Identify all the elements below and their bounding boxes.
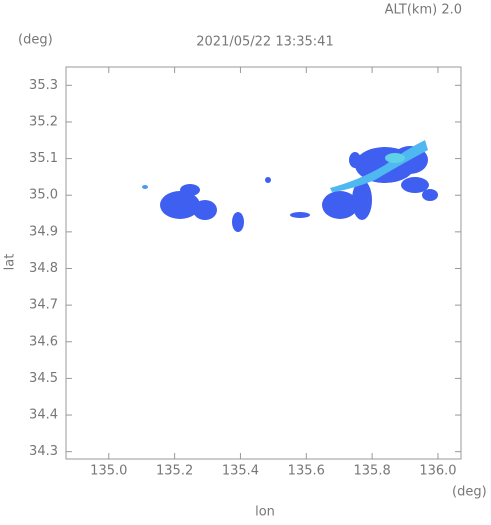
- y-axis-label: lat: [3, 254, 18, 271]
- x-tick-label: 136.0: [419, 464, 456, 479]
- plot-frame: [65, 66, 462, 460]
- x-tick-label: 135.0: [90, 464, 127, 479]
- x-axis-label: lon: [255, 505, 275, 520]
- radar-echoes: [142, 140, 438, 232]
- y-tick-label: 34.7: [29, 298, 58, 313]
- x-tick-label: 135.8: [354, 464, 391, 479]
- y-unit: (deg): [18, 33, 53, 48]
- y-tick-label: 34.8: [29, 261, 58, 276]
- y-tick-label: 34.6: [29, 334, 58, 349]
- y-tick-label: 34.9: [29, 224, 58, 239]
- x-tick-label: 135.4: [222, 464, 259, 479]
- y-tick-label: 35.2: [29, 114, 58, 129]
- y-tick-label: 34.5: [29, 371, 58, 386]
- y-tick-label: 35.1: [29, 151, 58, 166]
- x-unit: (deg): [452, 485, 487, 500]
- x-tick-label: 135.6: [288, 464, 325, 479]
- y-tick-label: 35.0: [29, 188, 58, 203]
- y-tick-label: 34.3: [29, 444, 58, 459]
- y-tick-label: 34.4: [29, 408, 58, 423]
- subtitle: ALT(km) 2.0: [385, 3, 462, 18]
- x-tick-label: 135.2: [156, 464, 193, 479]
- chart-title: 2021/05/22 13:35:41: [196, 35, 333, 50]
- y-tick-label: 35.3: [29, 78, 58, 93]
